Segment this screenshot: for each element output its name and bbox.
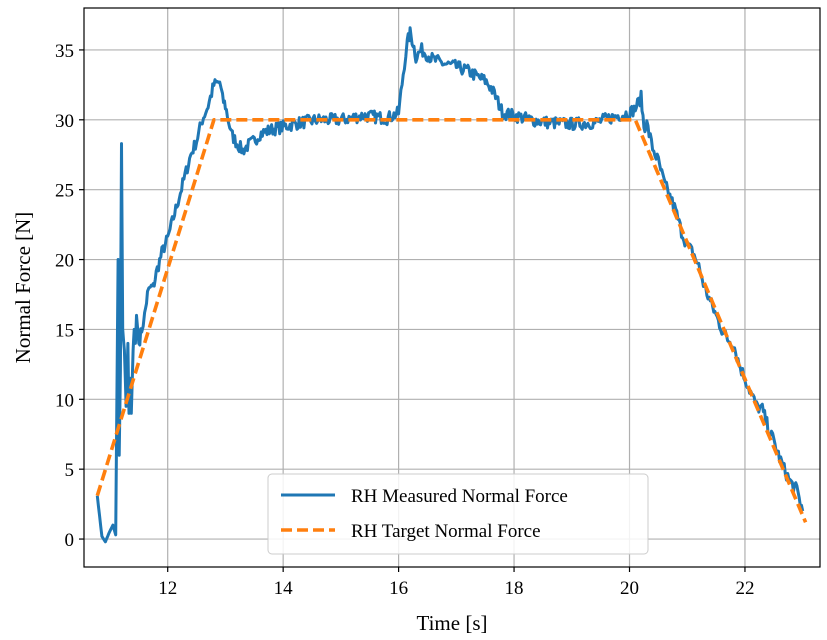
legend: RH Measured Normal Force RH Target Norma… [267,473,649,555]
y-tick-label: 15 [55,320,74,341]
y-axis-label: Normal Force [N] [11,212,35,364]
series-line-target [95,118,808,524]
y-tick-label: 10 [55,390,74,411]
series-layer [95,26,808,544]
y-tick-label: 5 [65,460,75,481]
y-tick-label: 35 [55,41,74,62]
y-tick-label: 30 [55,111,74,132]
y-axis-ticks: 0 5 10 15 20 25 30 35 [55,41,84,551]
legend-box [267,473,649,555]
x-tick-label: 14 [274,578,294,599]
series-line-measured [95,26,805,544]
y-tick-label: 20 [55,251,74,272]
x-tick-label: 12 [158,578,177,599]
x-axis-label: Time [s] [417,611,488,635]
x-tick-label: 16 [389,578,408,599]
plot-frame [83,7,821,568]
x-tick-label: 22 [735,578,754,599]
legend-label-target: RH Target Normal Force [351,521,541,542]
legend-label-measured: RH Measured Normal Force [351,486,568,507]
x-axis-ticks: 12 14 16 18 20 22 [158,567,754,599]
y-tick-label: 25 [55,181,74,202]
x-tick-label: 18 [505,578,524,599]
x-tick-label: 20 [620,578,639,599]
y-tick-label: 0 [65,530,75,551]
